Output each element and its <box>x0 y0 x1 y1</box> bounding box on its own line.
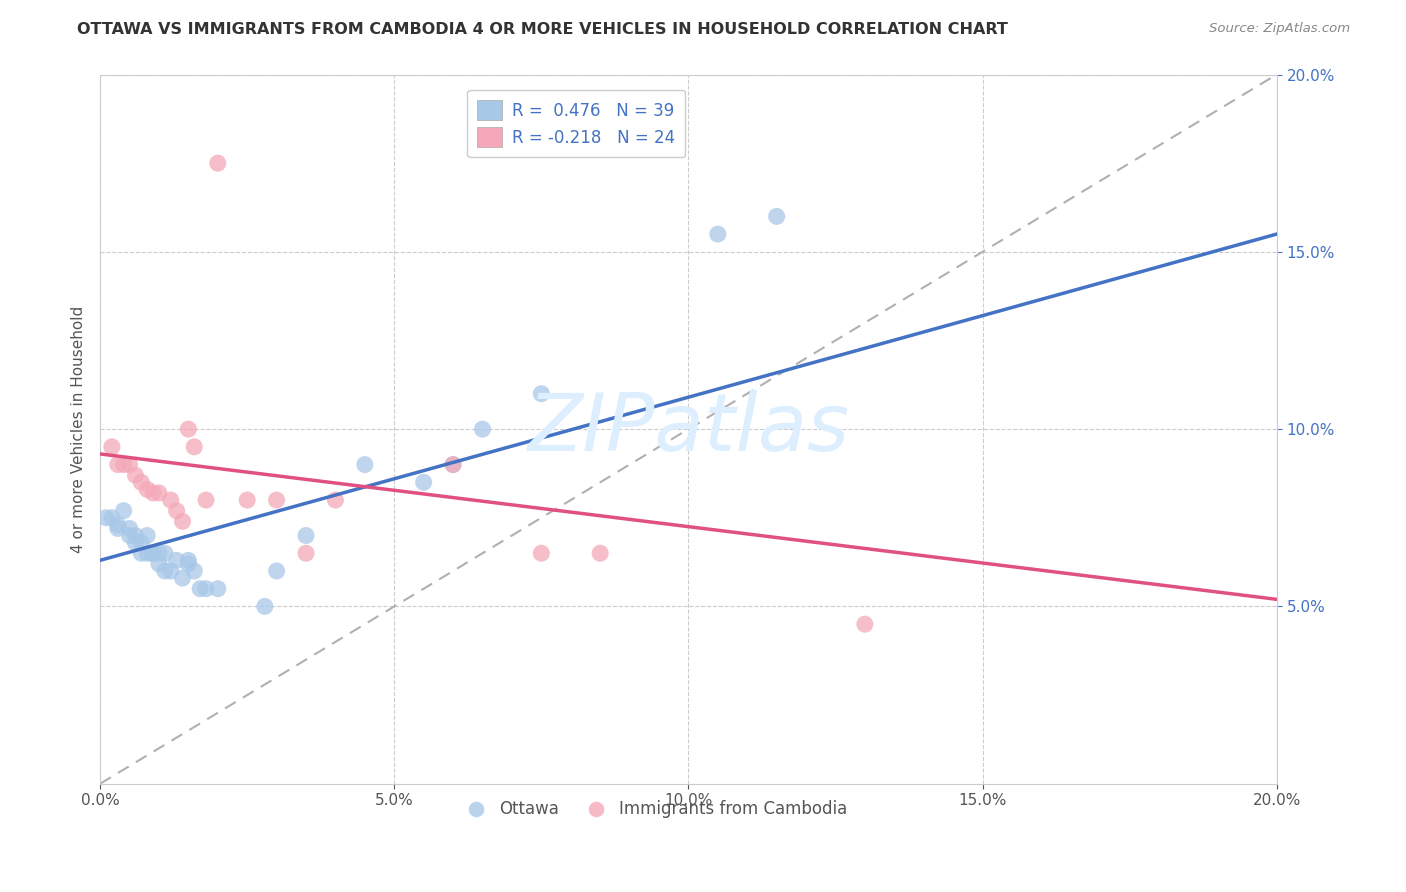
Point <box>107 458 129 472</box>
Point <box>530 386 553 401</box>
Point <box>136 546 159 560</box>
Point <box>266 493 288 508</box>
Point <box>166 553 188 567</box>
Point <box>118 528 141 542</box>
Point <box>118 521 141 535</box>
Point <box>441 458 464 472</box>
Point <box>295 546 318 560</box>
Point <box>441 458 464 472</box>
Point <box>159 493 181 508</box>
Point <box>101 440 124 454</box>
Point <box>266 564 288 578</box>
Point <box>177 422 200 436</box>
Point <box>172 514 194 528</box>
Point <box>101 510 124 524</box>
Point <box>136 483 159 497</box>
Y-axis label: 4 or more Vehicles in Household: 4 or more Vehicles in Household <box>72 305 86 553</box>
Point <box>131 475 153 490</box>
Point <box>131 535 153 549</box>
Point <box>589 546 612 560</box>
Point <box>188 582 211 596</box>
Point <box>142 546 165 560</box>
Text: OTTAWA VS IMMIGRANTS FROM CAMBODIA 4 OR MORE VEHICLES IN HOUSEHOLD CORRELATION C: OTTAWA VS IMMIGRANTS FROM CAMBODIA 4 OR … <box>77 22 1008 37</box>
Point <box>172 571 194 585</box>
Point <box>124 528 146 542</box>
Point <box>94 510 117 524</box>
Point <box>107 521 129 535</box>
Point <box>853 617 876 632</box>
Text: Source: ZipAtlas.com: Source: ZipAtlas.com <box>1209 22 1350 36</box>
Point <box>253 599 276 614</box>
Point <box>177 553 200 567</box>
Point <box>142 546 165 560</box>
Point <box>142 546 165 560</box>
Point <box>107 517 129 532</box>
Point <box>177 557 200 571</box>
Point <box>236 493 259 508</box>
Point <box>153 546 176 560</box>
Point <box>183 564 205 578</box>
Point <box>148 486 170 500</box>
Point <box>124 468 146 483</box>
Legend: Ottawa, Immigrants from Cambodia: Ottawa, Immigrants from Cambodia <box>453 794 853 825</box>
Point <box>412 475 434 490</box>
Point <box>183 440 205 454</box>
Point <box>142 486 165 500</box>
Point <box>124 535 146 549</box>
Point <box>136 528 159 542</box>
Point <box>295 528 318 542</box>
Point <box>530 546 553 560</box>
Point <box>207 582 229 596</box>
Point <box>118 458 141 472</box>
Point <box>166 504 188 518</box>
Point <box>112 504 135 518</box>
Point <box>707 227 730 241</box>
Point <box>148 557 170 571</box>
Point <box>112 458 135 472</box>
Point <box>207 156 229 170</box>
Point <box>195 582 218 596</box>
Point <box>353 458 375 472</box>
Point <box>471 422 494 436</box>
Point <box>131 546 153 560</box>
Point <box>765 210 787 224</box>
Text: ZIPatlas: ZIPatlas <box>527 390 849 468</box>
Point <box>153 564 176 578</box>
Point <box>195 493 218 508</box>
Point <box>159 564 181 578</box>
Point <box>325 493 347 508</box>
Point <box>148 546 170 560</box>
